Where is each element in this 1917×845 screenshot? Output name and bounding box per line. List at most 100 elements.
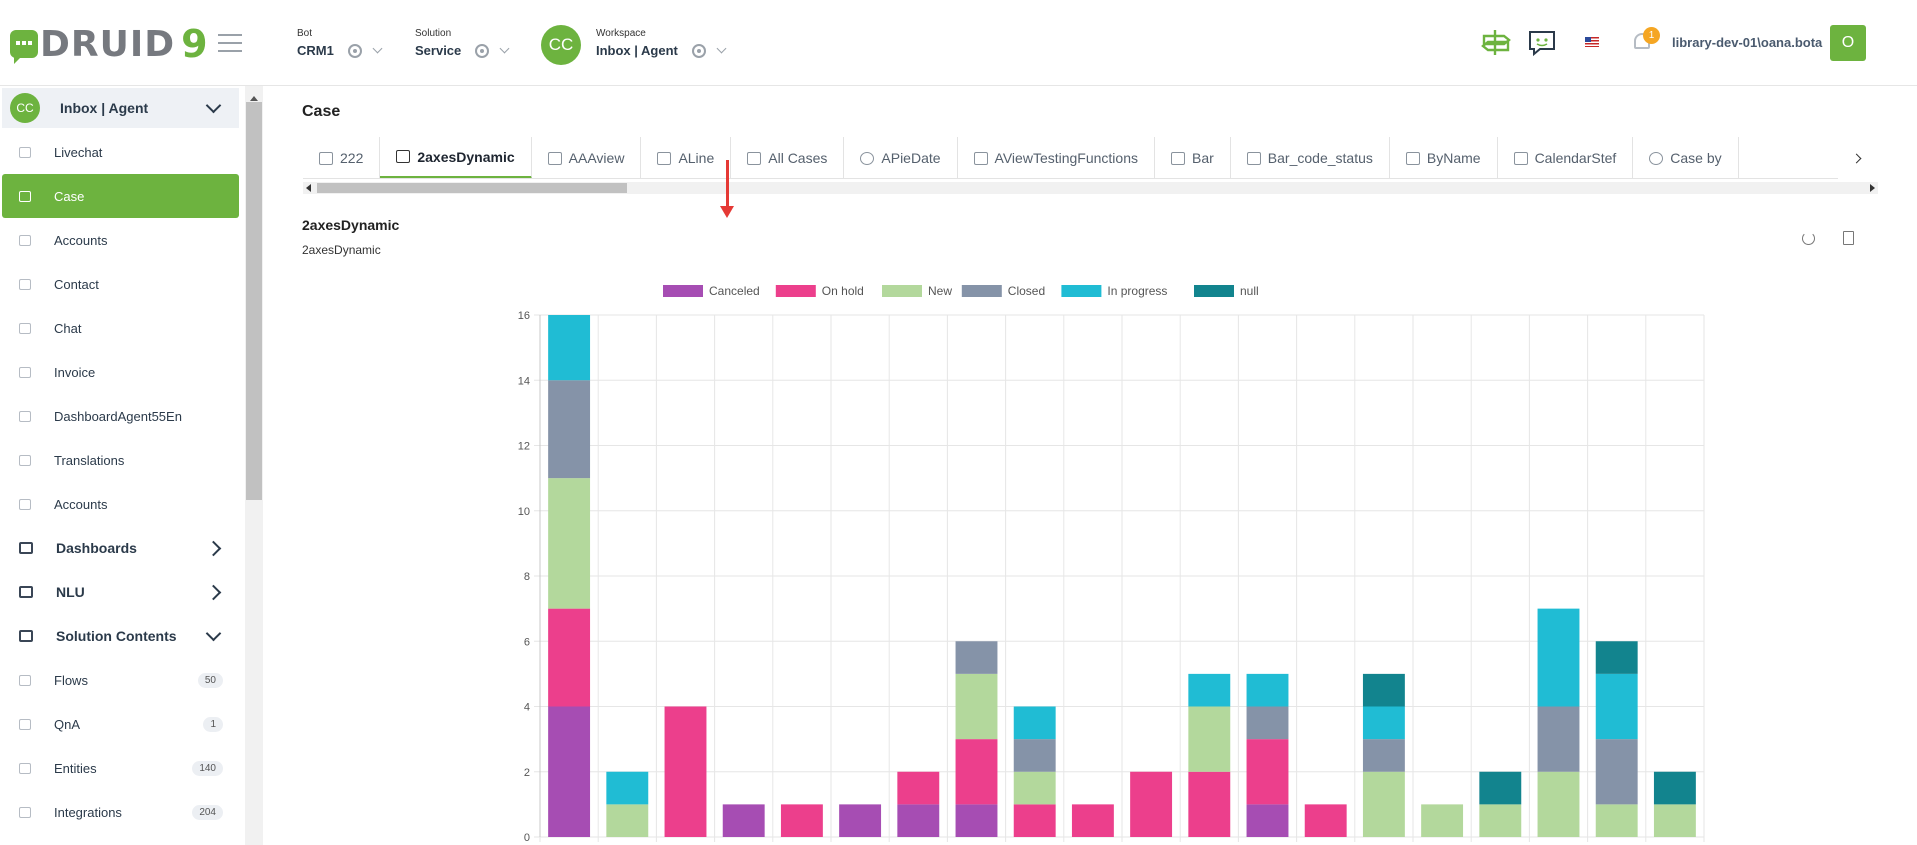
- gear-icon[interactable]: [691, 43, 706, 58]
- workspace-selector[interactable]: Workspace Inbox | Agent: [596, 28, 727, 58]
- sidebar-item-flows[interactable]: Flows 50: [2, 658, 239, 702]
- chevron-right-icon[interactable]: [205, 540, 222, 556]
- bar-segment: [548, 380, 591, 479]
- sidebar-item-entities[interactable]: Entities 140: [2, 746, 239, 790]
- bar-segment: [1479, 771, 1522, 805]
- bar-segment: [1013, 771, 1056, 805]
- bar-segment: [664, 706, 707, 837]
- solution-selector[interactable]: Solution Service: [415, 28, 510, 58]
- tab-byname[interactable]: ByName: [1390, 137, 1498, 178]
- sidebar-item-invoice[interactable]: Invoice: [2, 350, 239, 394]
- bar-segment: [1362, 771, 1405, 837]
- sidebar-group-nlu[interactable]: NLU: [2, 570, 239, 614]
- tab-label: Case by: [1670, 150, 1722, 166]
- sidebar-item-label: Flows: [54, 672, 88, 688]
- bar-segment: [1246, 804, 1289, 837]
- sidebar-group-label: Solution Contents: [56, 628, 177, 644]
- scroll-left-arrow-icon[interactable]: [306, 184, 311, 192]
- gear-icon[interactable]: [475, 43, 490, 58]
- tab-bar[interactable]: Bar: [1155, 137, 1231, 178]
- bar-segment: [897, 771, 940, 805]
- us-flag-icon[interactable]: [1585, 37, 1599, 47]
- main-content: Case 222 2axesDynamic AAAview ALine All …: [264, 86, 1917, 845]
- signpost-icon[interactable]: [1480, 28, 1512, 56]
- tabs-scroll-right-button[interactable]: [1838, 137, 1874, 179]
- tab-label: AAAview: [568, 150, 625, 166]
- sidebar-group-dashboards[interactable]: Dashboards: [2, 526, 239, 570]
- book-icon: [19, 718, 31, 730]
- sidebar-item-case[interactable]: Case: [2, 174, 239, 218]
- bot-selector[interactable]: Bot CRM1: [297, 28, 383, 58]
- tab-label: ByName: [1426, 150, 1481, 166]
- bar-chart-icon: [1246, 151, 1261, 165]
- grid-dots-icon: [19, 806, 31, 818]
- sidebar-scrollbar[interactable]: [245, 86, 263, 845]
- chevron-down-icon[interactable]: [716, 43, 727, 54]
- sidebar-item-livechat[interactable]: Livechat: [2, 130, 239, 174]
- user-name[interactable]: library-dev-01\oana.bota: [1672, 35, 1823, 50]
- bar-segment: [1595, 641, 1638, 674]
- tab-aline[interactable]: ALine: [641, 137, 732, 178]
- legend-swatch: [663, 285, 703, 297]
- scroll-right-arrow-icon[interactable]: [1870, 184, 1875, 192]
- bar-segment: [1246, 739, 1289, 805]
- sidebar-item-translations[interactable]: Translations: [2, 438, 239, 482]
- hamburger-menu-icon[interactable]: [218, 34, 242, 52]
- chevron-down-icon[interactable]: [372, 43, 383, 54]
- chevron-down-icon[interactable]: [205, 625, 222, 641]
- sidebar-item-chat[interactable]: Chat: [2, 306, 239, 350]
- scroll-thumb[interactable]: [246, 102, 262, 500]
- legend-label: Closed: [1008, 284, 1045, 298]
- tab-label: 222: [340, 150, 364, 166]
- bar-segment: [1537, 771, 1580, 837]
- dashboard-icon: [19, 542, 33, 554]
- sidebar-item-contact[interactable]: Contact: [2, 262, 239, 306]
- tab-case-by[interactable]: Case by: [1633, 137, 1739, 178]
- chevron-right-icon[interactable]: [205, 584, 222, 600]
- sidebar-item-accounts[interactable]: Accounts: [2, 218, 239, 262]
- table-icon: [319, 151, 333, 165]
- tab-2axesdynamic[interactable]: 2axesDynamic: [380, 137, 532, 178]
- avatar: CC: [10, 93, 40, 123]
- bar-segment: [722, 804, 765, 837]
- sidebar-item-label: QnA: [54, 716, 81, 732]
- chevron-down-icon[interactable]: [499, 43, 510, 54]
- user-avatar[interactable]: O: [1830, 25, 1866, 61]
- flow-icon: [19, 674, 31, 686]
- sidebar-workspace-header[interactable]: CC Inbox | Agent: [2, 88, 239, 128]
- scroll-thumb[interactable]: [317, 183, 627, 193]
- tab-bar-code-status[interactable]: Bar_code_status: [1231, 137, 1390, 178]
- sidebar-item-integrations[interactable]: Integrations 204: [2, 790, 239, 834]
- sidebar-item-dashboard-agent[interactable]: DashboardAgent55En: [2, 394, 239, 438]
- tab-label: AViewTestingFunctions: [994, 150, 1138, 166]
- legend-label: null: [1240, 284, 1259, 298]
- gear-icon[interactable]: [347, 43, 362, 58]
- tab-222[interactable]: 222: [303, 137, 381, 178]
- tabs-horizontal-scrollbar[interactable]: [303, 182, 1878, 194]
- sidebar-item-accounts-2[interactable]: Accounts: [2, 482, 239, 526]
- logo-text: DRUID: [40, 23, 176, 65]
- bar-segment: [1188, 706, 1231, 772]
- tab-calendarstef[interactable]: CalendarStef: [1498, 137, 1634, 178]
- tab-aviewtestingfunctions[interactable]: AViewTestingFunctions: [958, 137, 1155, 178]
- chevron-down-icon[interactable]: [205, 97, 222, 113]
- druid-logo[interactable]: DRUID 9: [10, 22, 208, 66]
- sidebar-item-qna[interactable]: QnA 1: [2, 702, 239, 746]
- bar-segment: [955, 804, 998, 837]
- legend-swatch: [961, 285, 1002, 297]
- y-tick-label: 4: [524, 702, 530, 714]
- tab-all-cases[interactable]: All Cases: [731, 137, 845, 178]
- bot-chat-icon[interactable]: [1527, 29, 1557, 57]
- bar-segment: [1362, 673, 1405, 707]
- sidebar-item-label: Accounts: [54, 496, 108, 512]
- bar-segment: [1246, 673, 1289, 707]
- tab-apiedate[interactable]: APieDate: [844, 137, 958, 178]
- pie-chart-icon: [860, 151, 875, 165]
- export-document-icon[interactable]: [1843, 231, 1854, 245]
- stacked-bar-chart: 0 2 4 6 8 10 12 14 16 Canceled On hold New Closed In …: [518, 284, 1705, 844]
- sidebar-group-solution-contents[interactable]: Solution Contents: [2, 614, 239, 658]
- refresh-icon[interactable]: [1802, 232, 1815, 245]
- tab-aaaview[interactable]: AAAview: [532, 137, 642, 178]
- bar-segment: [1479, 804, 1522, 837]
- scroll-up-arrow-icon[interactable]: [250, 92, 258, 101]
